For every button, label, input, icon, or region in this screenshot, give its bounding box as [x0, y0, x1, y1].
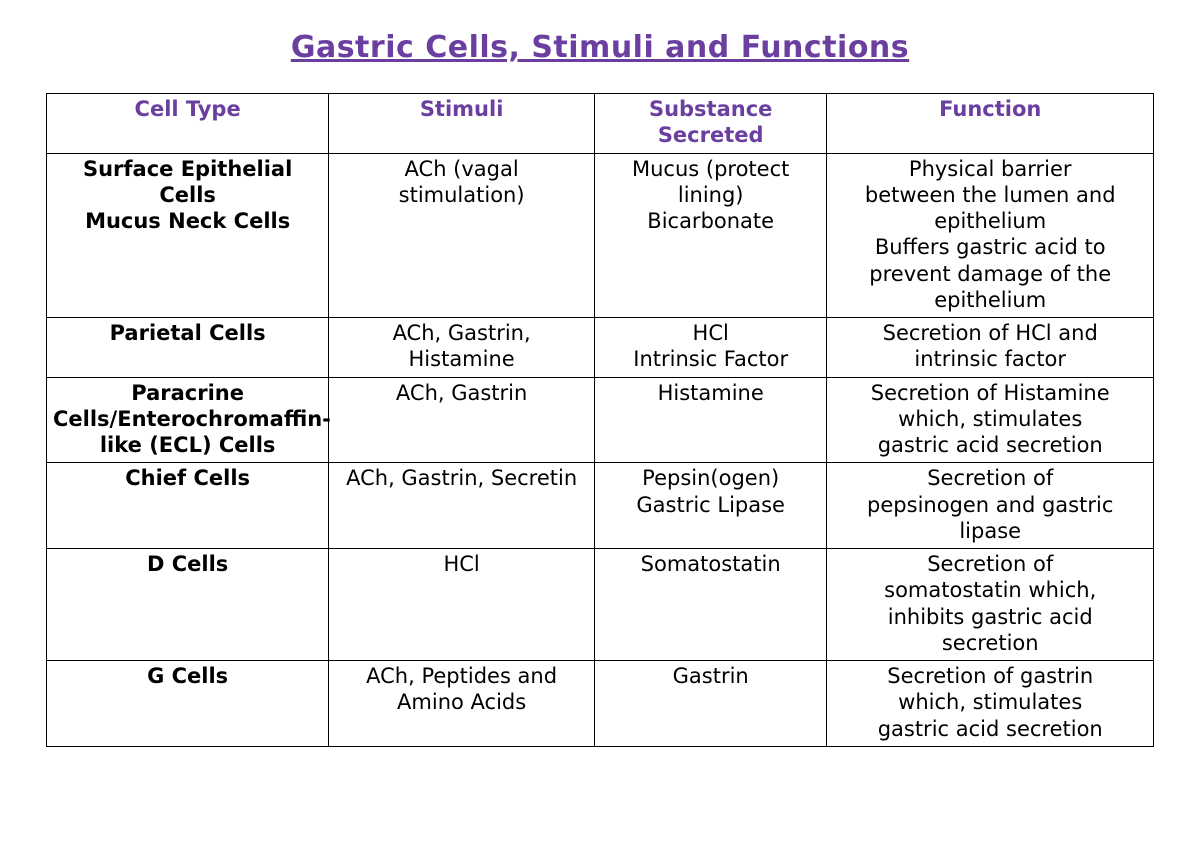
cell-line: like (ECL) Cells [53, 432, 322, 458]
cell-line: Histamine [601, 380, 820, 406]
cell-line: ACh, Peptides and [335, 663, 588, 689]
table-cell: Somatostatin [594, 549, 826, 661]
cell-line: epithelium [833, 287, 1147, 313]
row-header-cell: Parietal Cells [47, 318, 329, 378]
cell-line: Mucus (protect [601, 156, 820, 182]
cell-line: prevent damage of the [833, 261, 1147, 287]
cell-line: Secretion of HCl and [833, 320, 1147, 346]
table-cell: Histamine [594, 377, 826, 463]
cell-line: Surface Epithelial Cells [53, 156, 322, 209]
cell-line: Pepsin(ogen) [601, 465, 820, 491]
cell-line: HCl [601, 320, 820, 346]
table-cell: Secretion of Histaminewhich, stimulatesg… [827, 377, 1154, 463]
cell-line: between the lumen and [833, 182, 1147, 208]
cell-line: Secretion of [833, 551, 1147, 577]
table-header-cell: Cell Type [47, 94, 329, 154]
table-cell: HClIntrinsic Factor [594, 318, 826, 378]
table-header-cell: SubstanceSecreted [594, 94, 826, 154]
row-header-cell: Chief Cells [47, 463, 329, 549]
cell-line: D Cells [53, 551, 322, 577]
table-cell: Secretion ofpepsinogen and gastriclipase [827, 463, 1154, 549]
cell-line: lining) [601, 182, 820, 208]
table-row: Surface Epithelial CellsMucus Neck Cells… [47, 153, 1154, 318]
cell-line: intrinsic factor [833, 346, 1147, 372]
table-row: D Cells HCl Somatostatin Secretion ofsomato… [47, 549, 1154, 661]
table-cell: HCl [329, 549, 595, 661]
table-header-cell: Stimuli [329, 94, 595, 154]
cell-line: Paracrine [53, 380, 322, 406]
page-title: Gastric Cells, Stimuli and Functions [46, 30, 1154, 65]
table-cell: Pepsin(ogen)Gastric Lipase [594, 463, 826, 549]
table-row: G CellsACh, Peptides andAmino AcidsGastr… [47, 661, 1154, 747]
table-cell: ACh, Gastrin [329, 377, 595, 463]
table-cell: Physical barrierbetween the lumen andepi… [827, 153, 1154, 318]
cell-line: which, stimulates [833, 406, 1147, 432]
cell-line: Mucus Neck Cells [53, 208, 322, 234]
table-body: Surface Epithelial CellsMucus Neck Cells… [47, 153, 1154, 746]
table-header-row: Cell TypeStimuliSubstanceSecretedFunctio… [47, 94, 1154, 154]
table-cell: ACh, Gastrin, Secretin [329, 463, 595, 549]
cell-line: ACh, Gastrin [335, 380, 588, 406]
cell-line: G Cells [53, 663, 322, 689]
table-cell: Mucus (protectlining)Bicarbonate [594, 153, 826, 318]
row-header-cell: ParacrineCells/Enterochromaffin-like (EC… [47, 377, 329, 463]
cell-line: Gastric Lipase [601, 492, 820, 518]
cell-line: gastric acid secretion [833, 716, 1147, 742]
cell-line: which, stimulates [833, 689, 1147, 715]
cell-line: Somatostatin [601, 551, 820, 577]
row-header-cell: Surface Epithelial CellsMucus Neck Cells [47, 153, 329, 318]
table-cell: ACh, Peptides andAmino Acids [329, 661, 595, 747]
row-header-cell: D Cells [47, 549, 329, 661]
cell-line: ACh, Gastrin, [335, 320, 588, 346]
cell-line: Gastrin [601, 663, 820, 689]
cell-line: Intrinsic Factor [601, 346, 820, 372]
cell-line: ACh (vagal [335, 156, 588, 182]
table-row: Parietal CellsACh, Gastrin,HistamineHClI… [47, 318, 1154, 378]
cell-line: Histamine [335, 346, 588, 372]
table-cell: ACh (vagalstimulation) [329, 153, 595, 318]
cell-line: ACh, Gastrin, Secretin [335, 465, 588, 491]
cell-line: Parietal Cells [53, 320, 322, 346]
table-row: Chief CellsACh, Gastrin, SecretinPepsin(… [47, 463, 1154, 549]
table-row: ParacrineCells/Enterochromaffin-like (EC… [47, 377, 1154, 463]
cell-line: inhibits gastric acid [833, 604, 1147, 630]
cell-line: Secretion of gastrin [833, 663, 1147, 689]
cell-line: lipase [833, 518, 1147, 544]
table-cell: Secretion of HCl andintrinsic factor [827, 318, 1154, 378]
document-page: Gastric Cells, Stimuli and Functions Cel… [0, 0, 1200, 747]
cell-line: Chief Cells [53, 465, 322, 491]
cell-line: gastric acid secretion [833, 432, 1147, 458]
cell-line: epithelium [833, 208, 1147, 234]
cell-line: Amino Acids [335, 689, 588, 715]
table-cell: ACh, Gastrin,Histamine [329, 318, 595, 378]
cell-line: Secretion of [833, 465, 1147, 491]
gastric-cells-table: Cell TypeStimuliSubstanceSecretedFunctio… [46, 93, 1154, 747]
cell-line: pepsinogen and gastric [833, 492, 1147, 518]
cell-line: Cells/Enterochromaffin- [53, 406, 322, 432]
cell-line: HCl [335, 551, 588, 577]
table-cell: Secretion ofsomatostatin which,inhibits … [827, 549, 1154, 661]
row-header-cell: G Cells [47, 661, 329, 747]
cell-line: Bicarbonate [601, 208, 820, 234]
cell-line: Physical barrier [833, 156, 1147, 182]
cell-line: stimulation) [335, 182, 588, 208]
table-cell: Gastrin [594, 661, 826, 747]
cell-line: Buffers gastric acid to [833, 234, 1147, 260]
table-cell: Secretion of gastrinwhich, stimulatesgas… [827, 661, 1154, 747]
cell-line: somatostatin which, [833, 577, 1147, 603]
cell-line: Secretion of Histamine [833, 380, 1147, 406]
table-header-cell: Function [827, 94, 1154, 154]
cell-line: secretion [833, 630, 1147, 656]
